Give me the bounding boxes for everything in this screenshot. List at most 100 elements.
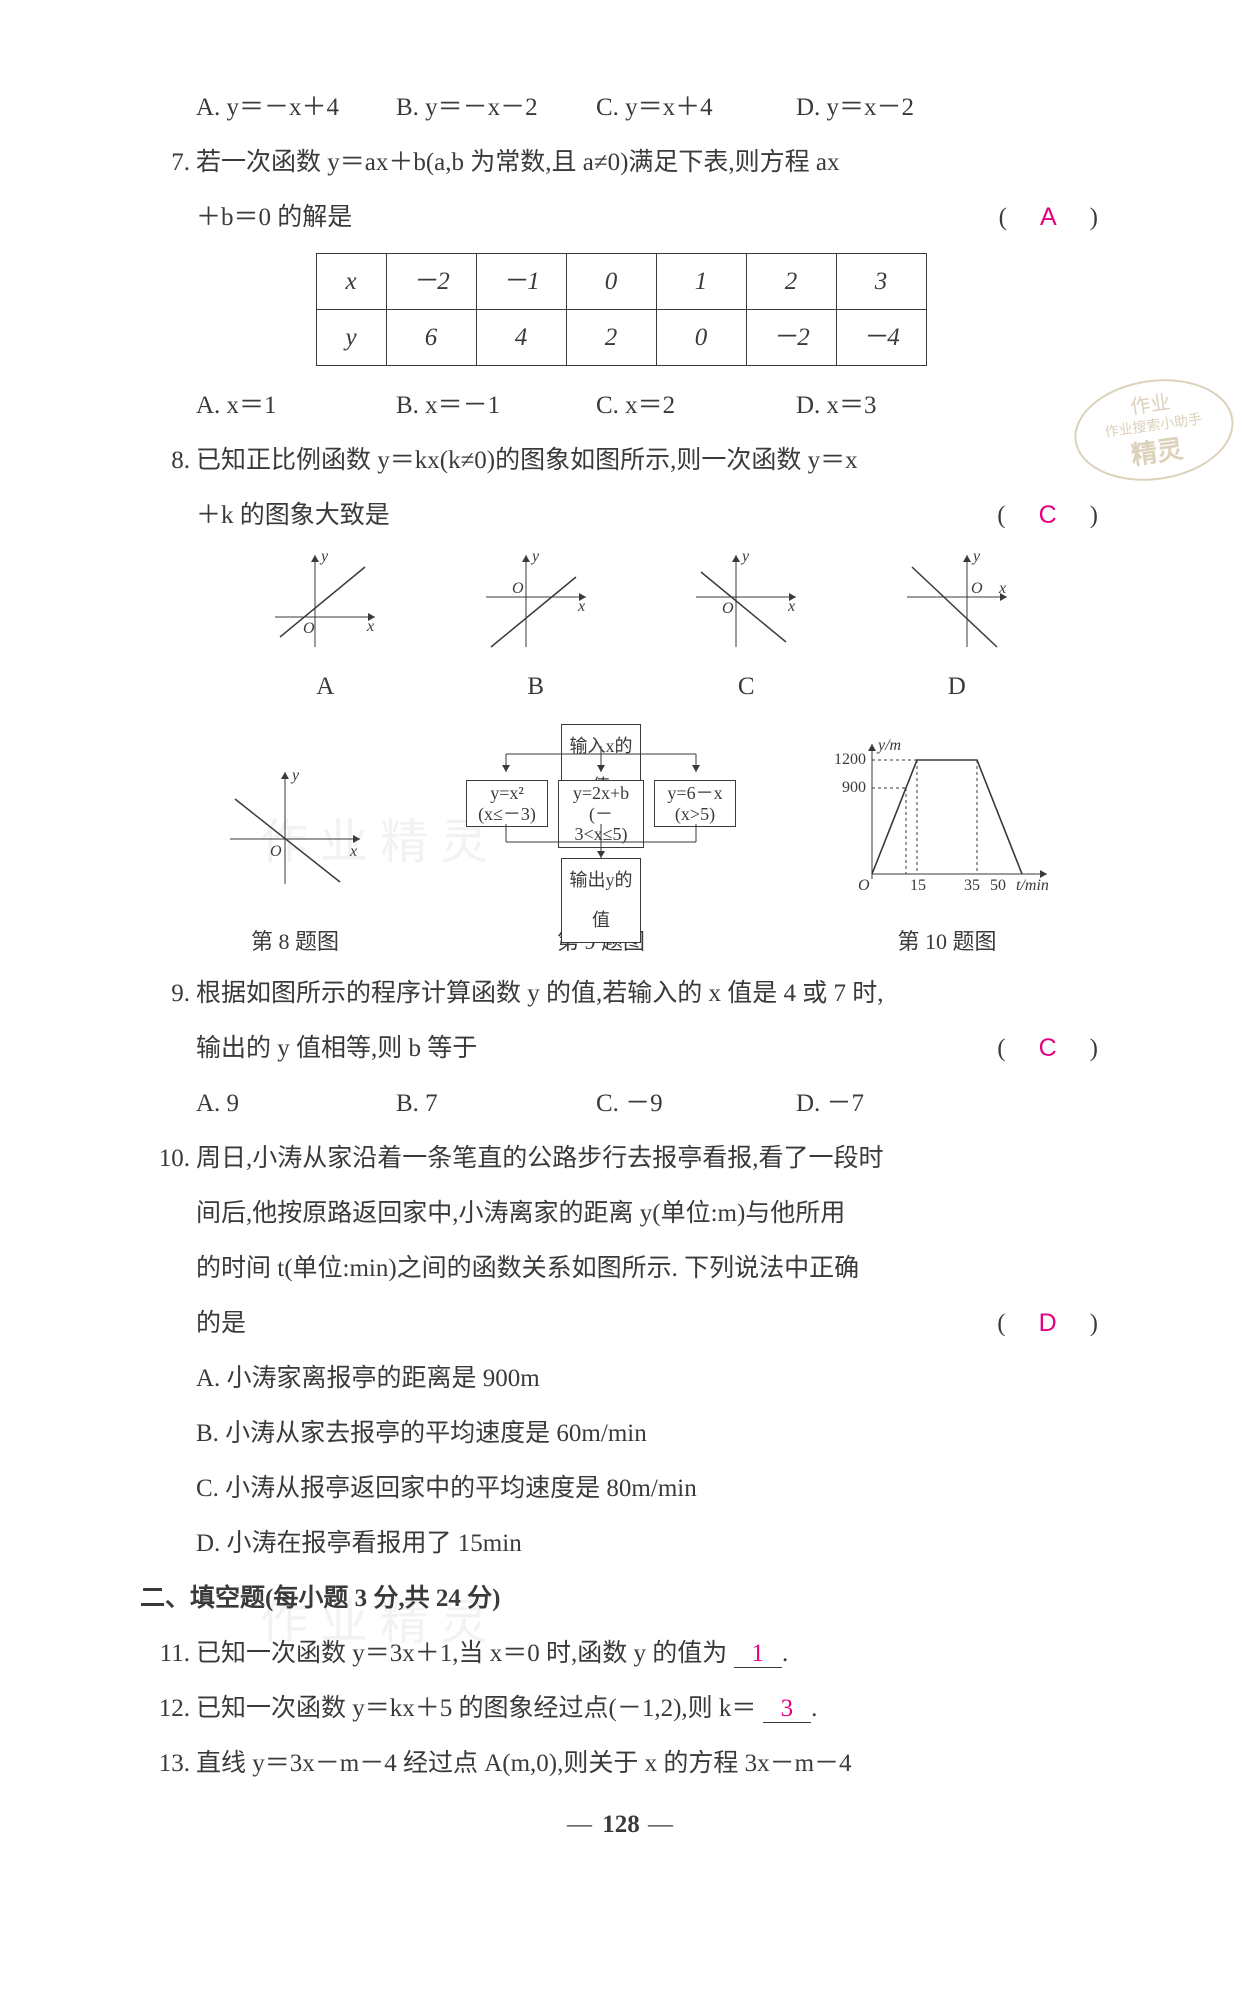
fig9-mid-l1: y=2x+b	[565, 783, 637, 804]
q11-body: 已知一次函数 y＝3x＋1,当 x＝0 时,函数 y 的值为 1.	[196, 1626, 1102, 1681]
fig9-left-l2: (x≤－3)	[473, 804, 541, 825]
svg-text:O: O	[722, 600, 734, 617]
q8-line1: 已知正比例函数 y＝kx(k≠0)的图象如图所示,则一次函数 y＝x	[196, 433, 1102, 488]
q7-r2: 2	[566, 310, 656, 366]
q7-opt-a: A. x＝1	[196, 378, 396, 433]
q9-line1: 根据如图所示的程序计算函数 y 的值,若输入的 x 值是 4 或 7 时,	[196, 966, 1102, 1021]
svg-text:y: y	[740, 548, 750, 565]
q9-line2-wrap: 输出的 y 值相等,则 b 等于 ( C )	[140, 1021, 1102, 1076]
q7-table: x －2 －1 0 1 2 3 y 6 4 2 0 －2 －4	[316, 253, 927, 366]
q8-graph-a: Ox y A	[265, 547, 385, 714]
fig9: 输入x的值 y=x² (x≤－3) y=2x+b (－3<x≤5) y=6－x …	[466, 724, 736, 966]
page-number: — 128 —	[140, 1797, 1102, 1852]
fig8: Ox y 第 8 题图	[220, 764, 370, 966]
q10-answer: D	[1039, 1309, 1061, 1337]
q11: 11. 已知一次函数 y＝3x＋1,当 x＝0 时,函数 y 的值为 1.	[140, 1626, 1102, 1681]
q7-num: 7.	[140, 135, 196, 190]
svg-text:900: 900	[842, 779, 866, 796]
figures-row: Ox y 第 8 题图 输入x的值 y=x² (x≤－3) y=2x+b (－3<…	[140, 714, 1102, 966]
q6-opt-c: C. y＝x＋4	[596, 80, 796, 135]
svg-text:1200: 1200	[834, 751, 866, 768]
q8-graph-b: Oxy B	[476, 547, 596, 714]
q10-opt-b: B. 小涛从家去报亭的平均速度是 60m/min	[140, 1406, 1102, 1461]
q9-opt-b: B. 7	[396, 1076, 596, 1131]
q8-line2: ＋k 的图象大致是	[196, 502, 390, 529]
q10: 10. 周日,小涛从家沿着一条笔直的公路步行去报亭看报,看了一段时	[140, 1131, 1102, 1186]
fig9-left: y=x² (x≤－3)	[466, 780, 548, 827]
q8-answer: C	[1039, 501, 1061, 529]
q12-post: .	[811, 1695, 817, 1722]
q11-answer: 1	[734, 1640, 783, 1668]
svg-text:t/min: t/min	[1016, 877, 1049, 894]
q8-line2-wrap: ＋k 的图象大致是 ( C )	[140, 488, 1102, 543]
svg-text:O: O	[971, 580, 983, 597]
q8: 8. 已知正比例函数 y＝kx(k≠0)的图象如图所示,则一次函数 y＝x	[140, 433, 1102, 488]
q9-options: A. 9 B. 7 C. －9 D. －7	[140, 1076, 1102, 1131]
q9-answer: C	[1039, 1034, 1061, 1062]
svg-text:x: x	[998, 580, 1006, 597]
svg-text:x: x	[349, 843, 357, 860]
svg-text:O: O	[512, 580, 524, 597]
q7-c2: 0	[566, 254, 656, 310]
q10-line3: 的时间 t(单位:min)之间的函数关系如图所示. 下列说法中正确	[140, 1241, 1102, 1296]
q8-label-b: B	[476, 659, 596, 714]
table-row: x －2 －1 0 1 2 3	[316, 254, 926, 310]
q8-num: 8.	[140, 433, 196, 488]
svg-text:O: O	[858, 877, 870, 894]
q10-line4-wrap: 的是 ( D )	[140, 1296, 1102, 1351]
page-number-value: 128	[602, 1811, 640, 1838]
q7-c3: 1	[656, 254, 746, 310]
svg-text:O: O	[303, 620, 315, 637]
q9-answer-paren: ( C )	[997, 1021, 1102, 1076]
q6-options: A. y＝－x＋4 B. y＝－x－2 C. y＝x＋4 D. y＝x－2	[140, 80, 1102, 135]
q7-answer-paren: ( A )	[999, 190, 1102, 245]
q7-opt-c: C. x＝2	[596, 378, 796, 433]
q7-r5: －4	[836, 310, 926, 366]
q13-text: 直线 y＝3x－m－4 经过点 A(m,0),则关于 x 的方程 3x－m－4	[196, 1736, 1102, 1791]
q6-opt-a: A. y＝－x＋4	[196, 80, 396, 135]
q9-opt-c: C. －9	[596, 1076, 796, 1131]
q8-graph-c: Oxy C	[686, 547, 806, 714]
q6-opt-d: D. y＝x－2	[796, 80, 996, 135]
q12-num: 12.	[140, 1681, 196, 1736]
q11-post: .	[782, 1640, 788, 1667]
svg-text:y/m: y/m	[876, 737, 901, 754]
fig8-caption: 第 8 题图	[220, 918, 370, 966]
q7-r0: 6	[386, 310, 476, 366]
svg-text:y: y	[530, 548, 540, 565]
fig10: 1200 900 O 15 35 50 t/min y/m 第 10 题图	[832, 734, 1062, 966]
q8-label-c: C	[686, 659, 806, 714]
q7-c1: －1	[476, 254, 566, 310]
q9-opt-d: D. －7	[796, 1076, 996, 1131]
q10-opt-d: D. 小涛在报亭看报用了 15min	[140, 1516, 1102, 1571]
svg-text:15: 15	[910, 877, 926, 894]
q7-r4: －2	[746, 310, 836, 366]
q12: 12. 已知一次函数 y＝kx＋5 的图象经过点(－1,2),则 k＝ 3.	[140, 1681, 1102, 1736]
fig9-bottom: 输出y的值	[561, 858, 641, 943]
q7-r1: 4	[476, 310, 566, 366]
q7-th-y: y	[316, 310, 386, 366]
q12-pre: 已知一次函数 y＝kx＋5 的图象经过点(－1,2),则 k＝	[196, 1695, 756, 1722]
fig9-right-l1: y=6－x	[661, 783, 729, 804]
q7-line2: ＋b＝0 的解是	[196, 204, 352, 231]
svg-text:y: y	[971, 548, 981, 565]
fig9-right: y=6－x (x>5)	[654, 780, 736, 827]
q10-line1: 周日,小涛从家沿着一条笔直的公路步行去报亭看报,看了一段时	[196, 1131, 1102, 1186]
svg-text:y: y	[290, 767, 300, 784]
q10-num: 10.	[140, 1131, 196, 1186]
q7-c0: －2	[386, 254, 476, 310]
section-2-heading: 二、填空题(每小题 3 分,共 24 分)	[140, 1571, 1102, 1626]
q9-num: 9.	[140, 966, 196, 1021]
fig9-left-l1: y=x²	[473, 783, 541, 804]
svg-text:O: O	[270, 843, 282, 860]
svg-text:y: y	[319, 548, 329, 565]
table-row: y 6 4 2 0 －2 －4	[316, 310, 926, 366]
q9-line2: 输出的 y 值相等,则 b 等于	[196, 1035, 477, 1062]
q12-answer: 3	[763, 1695, 812, 1723]
q8-label-a: A	[265, 659, 385, 714]
q7-r3: 0	[656, 310, 746, 366]
q6-opt-b: B. y＝－x－2	[396, 80, 596, 135]
svg-text:x: x	[366, 618, 374, 635]
q7-c4: 2	[746, 254, 836, 310]
q10-opt-a: A. 小涛家离报亭的距离是 900m	[140, 1351, 1102, 1406]
